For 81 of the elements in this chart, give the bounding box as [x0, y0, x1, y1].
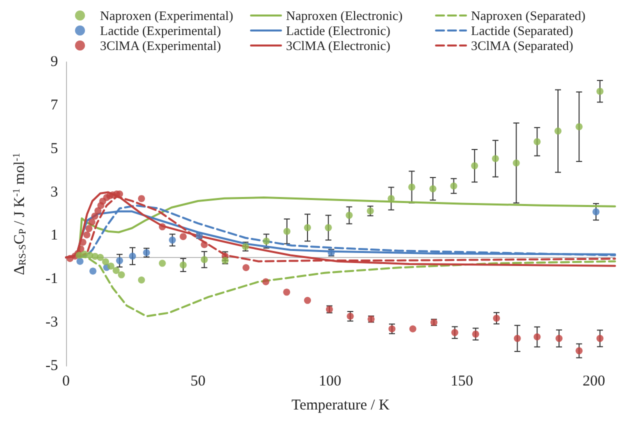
- point: [324, 224, 332, 232]
- point: [512, 159, 520, 166]
- point: [596, 88, 604, 95]
- point: [576, 347, 583, 354]
- point: [83, 231, 90, 238]
- point: [346, 312, 354, 320]
- y-tick-label: -1: [46, 271, 58, 288]
- point: [408, 184, 416, 191]
- point: [88, 218, 96, 226]
- y-tick-label: 1: [50, 228, 58, 244]
- x-tick-label: 200: [582, 374, 606, 390]
- point: [116, 190, 124, 198]
- point: [492, 155, 499, 162]
- point: [472, 330, 480, 338]
- point: [168, 236, 176, 244]
- legend-label: Naproxen (Electronic): [286, 8, 403, 23]
- point: [409, 325, 416, 332]
- point: [262, 278, 270, 286]
- point: [112, 266, 120, 274]
- y-axis-title: ΔRS-SCP / J K-1 mol-1: [12, 152, 28, 276]
- point: [158, 223, 166, 230]
- legend-label: Naproxen (Experimental): [100, 8, 234, 23]
- point: [76, 258, 84, 265]
- point: [451, 329, 458, 336]
- point: [534, 333, 541, 340]
- point: [429, 185, 436, 192]
- point: [596, 334, 604, 342]
- point: [200, 241, 208, 248]
- point: [492, 314, 500, 322]
- point: [304, 296, 312, 304]
- y-tick-label: -3: [46, 314, 58, 331]
- point: [158, 260, 166, 267]
- point: [102, 258, 110, 266]
- point: [138, 195, 145, 202]
- x-axis-title: Temperature / K: [291, 398, 390, 414]
- legend-label: 3ClMA (Separated): [471, 38, 574, 53]
- point: [283, 288, 290, 296]
- point: [180, 262, 187, 269]
- point: [576, 123, 583, 130]
- point: [138, 276, 145, 284]
- legend-label: 3ClMA (Electronic): [286, 38, 390, 53]
- point: [556, 334, 563, 342]
- x-tick-label: 150: [450, 374, 474, 390]
- point: [242, 264, 250, 272]
- point: [129, 252, 136, 260]
- x-tick-label: 0: [62, 374, 70, 390]
- point: [471, 162, 478, 170]
- y-tick-label: 5: [50, 140, 58, 157]
- point: [283, 228, 290, 235]
- legend-label: 3ClMA (Experimental): [100, 38, 221, 53]
- x-tick-label: 50: [190, 374, 206, 390]
- point: [554, 128, 562, 135]
- point: [450, 182, 458, 190]
- point: [89, 268, 96, 275]
- y-tick-label: 3: [50, 184, 58, 200]
- y-tick-label: 9: [50, 54, 58, 70]
- y-tick-label: 7: [50, 97, 58, 114]
- point: [180, 233, 187, 240]
- point: [85, 225, 92, 232]
- point: [262, 238, 270, 245]
- point: [366, 207, 374, 214]
- point: [200, 256, 208, 264]
- point: [91, 212, 98, 220]
- point: [107, 262, 114, 270]
- point: [118, 271, 125, 278]
- point: [116, 257, 124, 264]
- point: [77, 245, 84, 252]
- legend-label: Lactide (Separated): [471, 23, 574, 38]
- point: [514, 334, 521, 342]
- point: [388, 325, 396, 332]
- point: [346, 212, 353, 219]
- legend-label: Naproxen (Separated): [471, 8, 586, 23]
- point: [96, 254, 104, 261]
- x-tick-label: 100: [318, 374, 342, 390]
- point: [592, 208, 600, 216]
- point: [94, 207, 102, 214]
- y-tick-label: -5: [46, 358, 58, 374]
- point: [304, 224, 312, 232]
- point: [534, 138, 541, 146]
- legend-label: Lactide (Electronic): [286, 23, 390, 38]
- legend-label: Lactide (Experimental): [100, 23, 221, 38]
